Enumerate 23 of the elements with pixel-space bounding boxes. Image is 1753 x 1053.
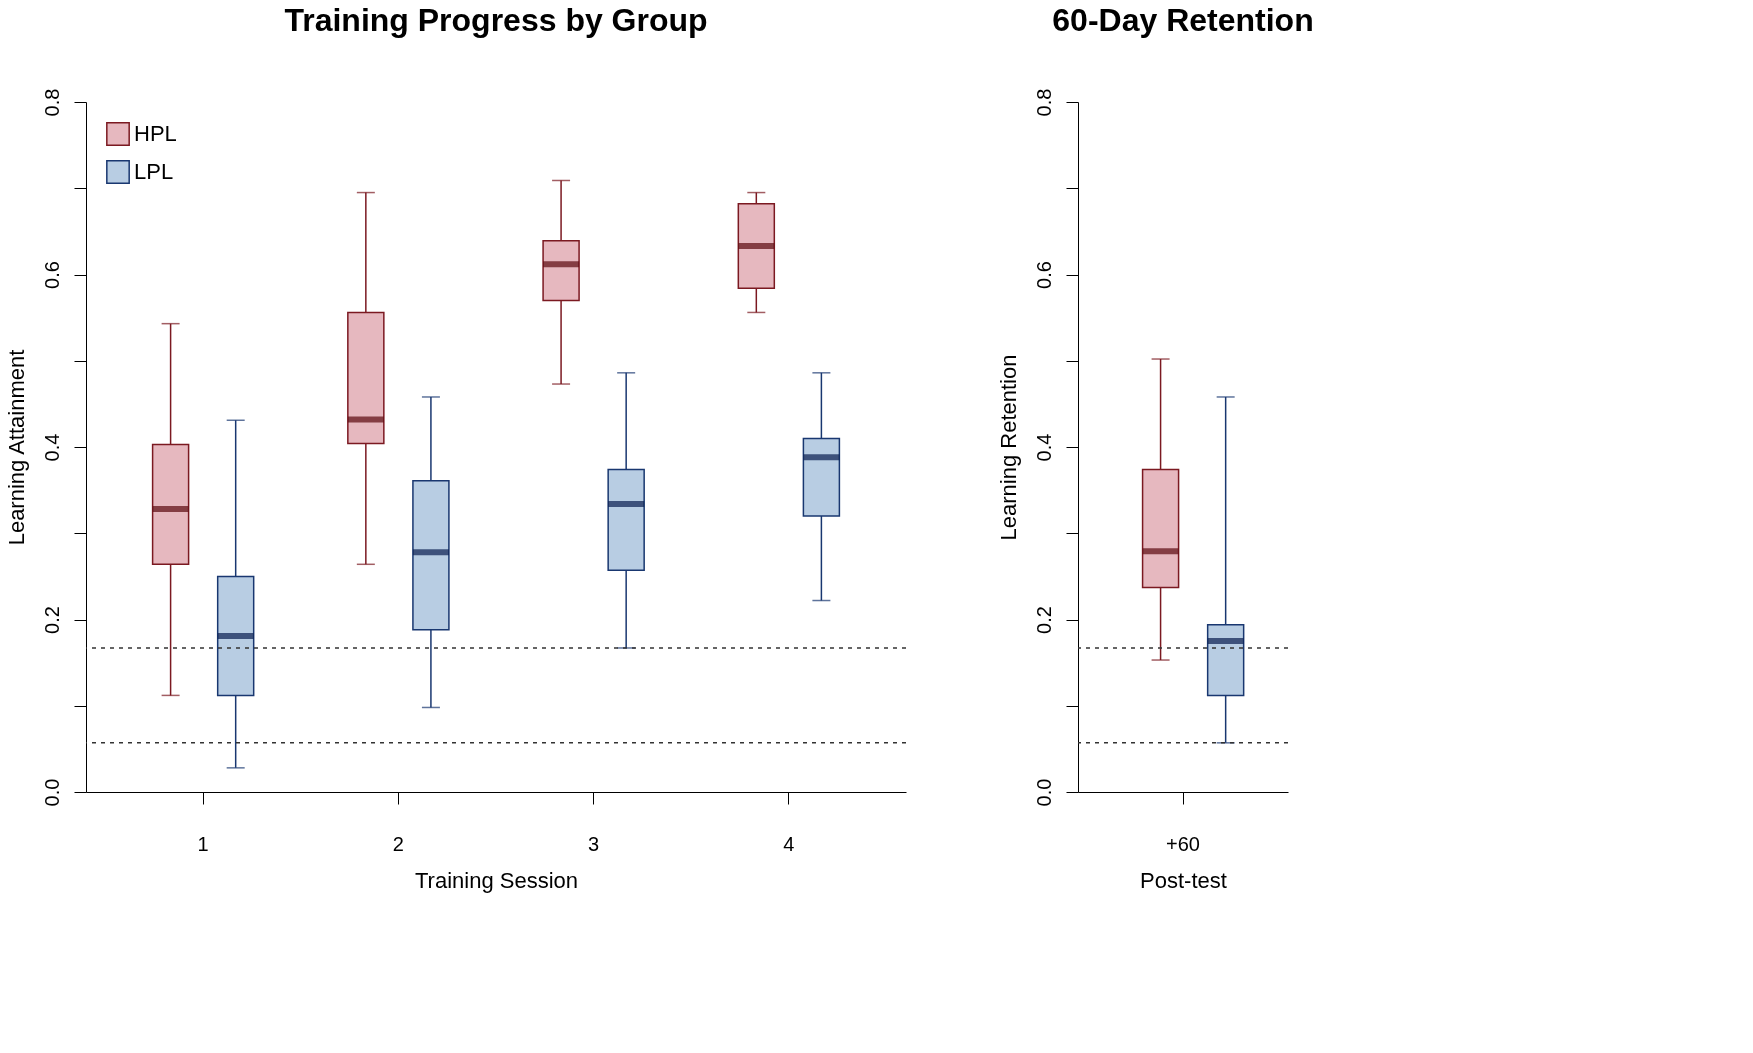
chart-title: Training Progress by Group	[284, 2, 708, 39]
y-tick-label: 0.2	[1032, 606, 1055, 634]
y-tick-label: 0.4	[1032, 433, 1055, 462]
y-tick-label: 0.6	[40, 261, 63, 289]
y-axis-title: Learning Attainment	[3, 349, 29, 546]
chart-title: 60-Day Retention	[1052, 2, 1314, 39]
y-tick-label: 0.2	[40, 606, 63, 634]
y-tick-label: 0.0	[1032, 778, 1055, 807]
y-tick-label: 0.4	[40, 433, 63, 462]
legend-label: HPL	[134, 121, 177, 146]
y-tick-label: 0.0	[40, 778, 63, 807]
x-tick-label: 1	[197, 832, 209, 855]
x-axis-title: Post-test	[1140, 867, 1227, 893]
x-axis-title: Training Session	[414, 867, 579, 893]
y-tick-label: 0.8	[1032, 88, 1055, 117]
y-tick-label: 0.8	[40, 88, 63, 117]
y-axis-title: Learning Retention	[995, 354, 1021, 541]
x-tick-label: 2	[392, 832, 404, 855]
y-tick-label: 0.6	[1032, 261, 1055, 289]
x-tick-label: +60	[1166, 832, 1200, 855]
legend-label: LPL	[134, 159, 174, 184]
x-tick-label: 3	[588, 832, 600, 855]
x-tick-label: 4	[783, 832, 795, 855]
